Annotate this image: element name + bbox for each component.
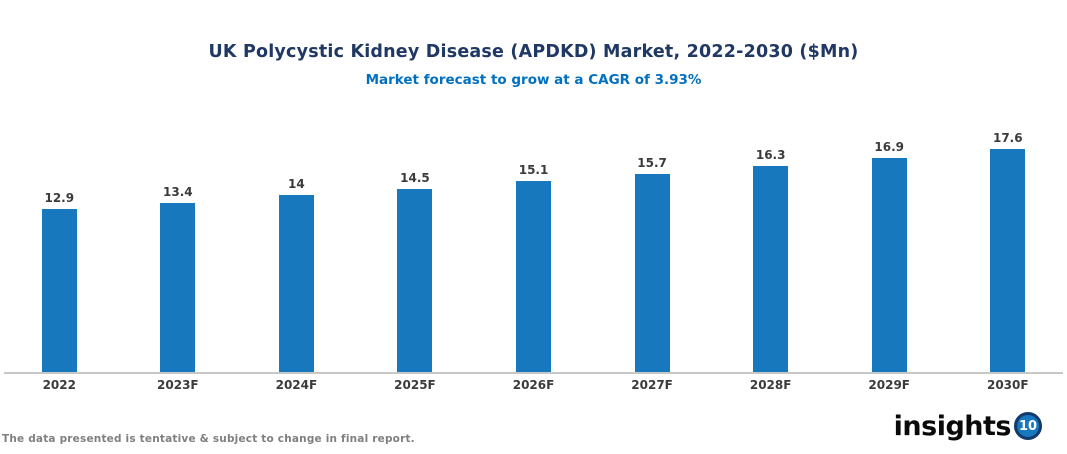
bar bbox=[278, 195, 314, 373]
chart-subtitle: Market forecast to grow at a CAGR of 3.9… bbox=[365, 72, 702, 88]
x-axis-label: 2027F bbox=[631, 378, 673, 392]
insights10-logo: insights 10 bbox=[894, 412, 1042, 440]
x-axis-label: 2024F bbox=[275, 378, 318, 392]
logo-text: insights bbox=[893, 410, 1012, 442]
bar-value-label: 17.6 bbox=[992, 131, 1023, 146]
x-axis-label: 2030F bbox=[986, 378, 1029, 392]
bar bbox=[634, 173, 670, 373]
bar bbox=[990, 149, 1026, 373]
chart-title: UK Polycystic Kidney Disease (APDKD) Mar… bbox=[208, 42, 859, 62]
bar-slot: 13.4 bbox=[119, 0, 238, 373]
bar-value-label: 16.9 bbox=[874, 140, 905, 155]
bar-value-label: 13.4 bbox=[163, 184, 193, 199]
bar-value-label: 12.9 bbox=[44, 191, 75, 206]
bar-slot: 12.9 bbox=[0, 0, 119, 373]
bar bbox=[516, 181, 552, 373]
logo-badge-10: 10 bbox=[1014, 412, 1042, 440]
x-axis-label: 2025F bbox=[394, 378, 436, 392]
bar-value-label: 14 bbox=[288, 177, 305, 192]
x-axis-labels: 2022 2023F 2024F 2025F 2026F 2027F 2028F 2029F 2… bbox=[0, 378, 1067, 392]
bar bbox=[41, 209, 77, 373]
bar-value-label: 14.5 bbox=[400, 170, 430, 185]
bar bbox=[871, 158, 907, 373]
x-axis-label: 2026F bbox=[512, 378, 555, 392]
plot-area: 12.9 13.4 14 14.5 15.1 15.7 16.3 16.9 17.6 bbox=[0, 0, 1067, 373]
bar bbox=[753, 166, 789, 373]
bar-slot: 14.5 bbox=[356, 0, 475, 373]
bar-slot: 17.6 bbox=[949, 0, 1067, 373]
x-axis-label: 2029F bbox=[868, 378, 911, 392]
bar bbox=[397, 188, 433, 373]
x-axis-label: 2028F bbox=[749, 378, 792, 392]
bar-slot: 15.7 bbox=[593, 0, 712, 373]
bar-slot: 16.9 bbox=[830, 0, 949, 373]
x-axis-label: 2023F bbox=[157, 378, 199, 392]
bar bbox=[160, 202, 196, 373]
x-axis-label: 2022 bbox=[42, 378, 76, 392]
bar-value-label: 16.3 bbox=[755, 148, 786, 162]
bar-slot: 15.1 bbox=[474, 0, 593, 373]
bar-value-label: 15.7 bbox=[637, 155, 667, 170]
footer-disclaimer: The data presented is tentative & subjec… bbox=[2, 433, 415, 445]
bar-slot: 16.3 bbox=[711, 0, 830, 373]
bar-value-label: 15.1 bbox=[518, 163, 549, 178]
bar-slot: 14 bbox=[237, 0, 356, 373]
x-axis-line bbox=[4, 372, 1063, 374]
